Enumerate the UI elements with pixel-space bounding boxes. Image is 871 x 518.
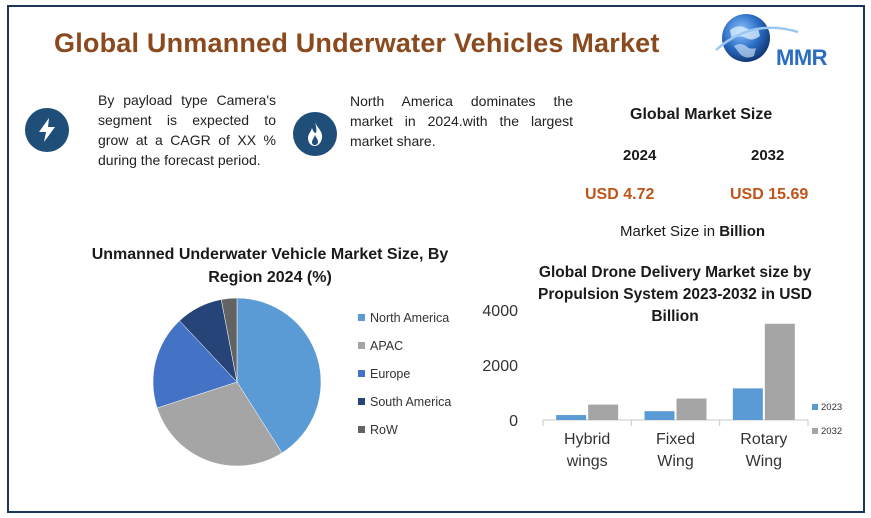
- feature-text-north-america: North America dominates the market in 20…: [350, 93, 573, 149]
- legend-swatch-south-america: [358, 398, 365, 405]
- infographic-frame: [7, 5, 865, 513]
- market-value-start: USD 4.72: [585, 186, 655, 203]
- market-size-unit-prefix: Market Size in: [620, 223, 716, 240]
- pie-chart-title: Unmanned Underwater Vehicle Market Size,…: [91, 246, 449, 286]
- pie-slice-europe: [152, 320, 238, 409]
- legend-label-north-america: North America: [370, 311, 449, 325]
- x-tick-label-hybrid-wings-line1: Hybrid: [564, 431, 610, 448]
- market-size-title: Global Market Size: [630, 106, 773, 123]
- bar-rotary-wing-2032: [764, 323, 795, 420]
- legend-label-south-america: South America: [370, 395, 451, 409]
- x-tick-label-rotary-wing-line2: Wing: [746, 453, 782, 470]
- legend-label-2032: 2032: [821, 426, 842, 437]
- pie-slice-row: [220, 297, 238, 383]
- bar-hybrid-wings-2032: [588, 404, 619, 420]
- legend-swatch-europe: [358, 370, 365, 377]
- bar-hybrid-wings-2023: [556, 415, 587, 420]
- y-tick-label-2000: 2000: [482, 358, 518, 375]
- legend-label-apac: APAC: [370, 339, 403, 353]
- legend-swatch-2032: [812, 428, 818, 434]
- x-tick-label-fixed-wing-line2: Wing: [657, 453, 693, 470]
- legend-swatch-apac: [358, 342, 365, 349]
- propulsion-bar-chart: 0 2000 4000 Hybrid wings Fixed Wing Rotary Wing 2…: [482, 303, 842, 470]
- x-tick-label-hybrid-wings-line2: wings: [566, 453, 608, 470]
- legend-label-europe: Europe: [370, 367, 410, 381]
- logo-text: MMR: [776, 45, 828, 70]
- market-size-unit: Market Size in Billion: [620, 223, 765, 240]
- flame-icon: [293, 112, 337, 156]
- legend-swatch-2023: [812, 404, 818, 410]
- region-pie-chart: North America APAC Europe South America RoW: [152, 297, 451, 467]
- y-tick-label-0: 0: [509, 413, 518, 430]
- legend-label-row: RoW: [370, 423, 398, 437]
- market-year-end: 2032: [751, 147, 785, 164]
- feature-text-payload: By payload type Camera's segment is expe…: [98, 92, 276, 168]
- pie-slice-north-america: [236, 297, 322, 454]
- bar-chart-title: Global Drone Delivery Market size by Pro…: [538, 264, 812, 325]
- market-value-end: USD 15.69: [730, 186, 809, 203]
- bar-fixed-wing-2032: [676, 398, 707, 420]
- legend-swatch-north-america: [358, 314, 365, 321]
- pie-slice-apac: [156, 381, 283, 467]
- x-tick-label-fixed-wing-line1: Fixed: [656, 431, 695, 448]
- market-size-unit-bold: Billion: [719, 223, 766, 240]
- bar-fixed-wing-2023: [644, 411, 675, 420]
- mmr-globe-logo-icon: [715, 14, 799, 62]
- legend-swatch-row: [358, 426, 365, 433]
- market-year-start: 2024: [623, 147, 657, 164]
- x-tick-label-rotary-wing-line1: Rotary: [740, 431, 787, 448]
- lightning-bolt-icon: [25, 108, 69, 152]
- y-tick-label-4000: 4000: [482, 303, 518, 320]
- bar-rotary-wing-2023: [732, 388, 763, 420]
- page-title: Global Unmanned Underwater Vehicles Mark…: [54, 28, 660, 58]
- legend-label-2023: 2023: [821, 402, 842, 413]
